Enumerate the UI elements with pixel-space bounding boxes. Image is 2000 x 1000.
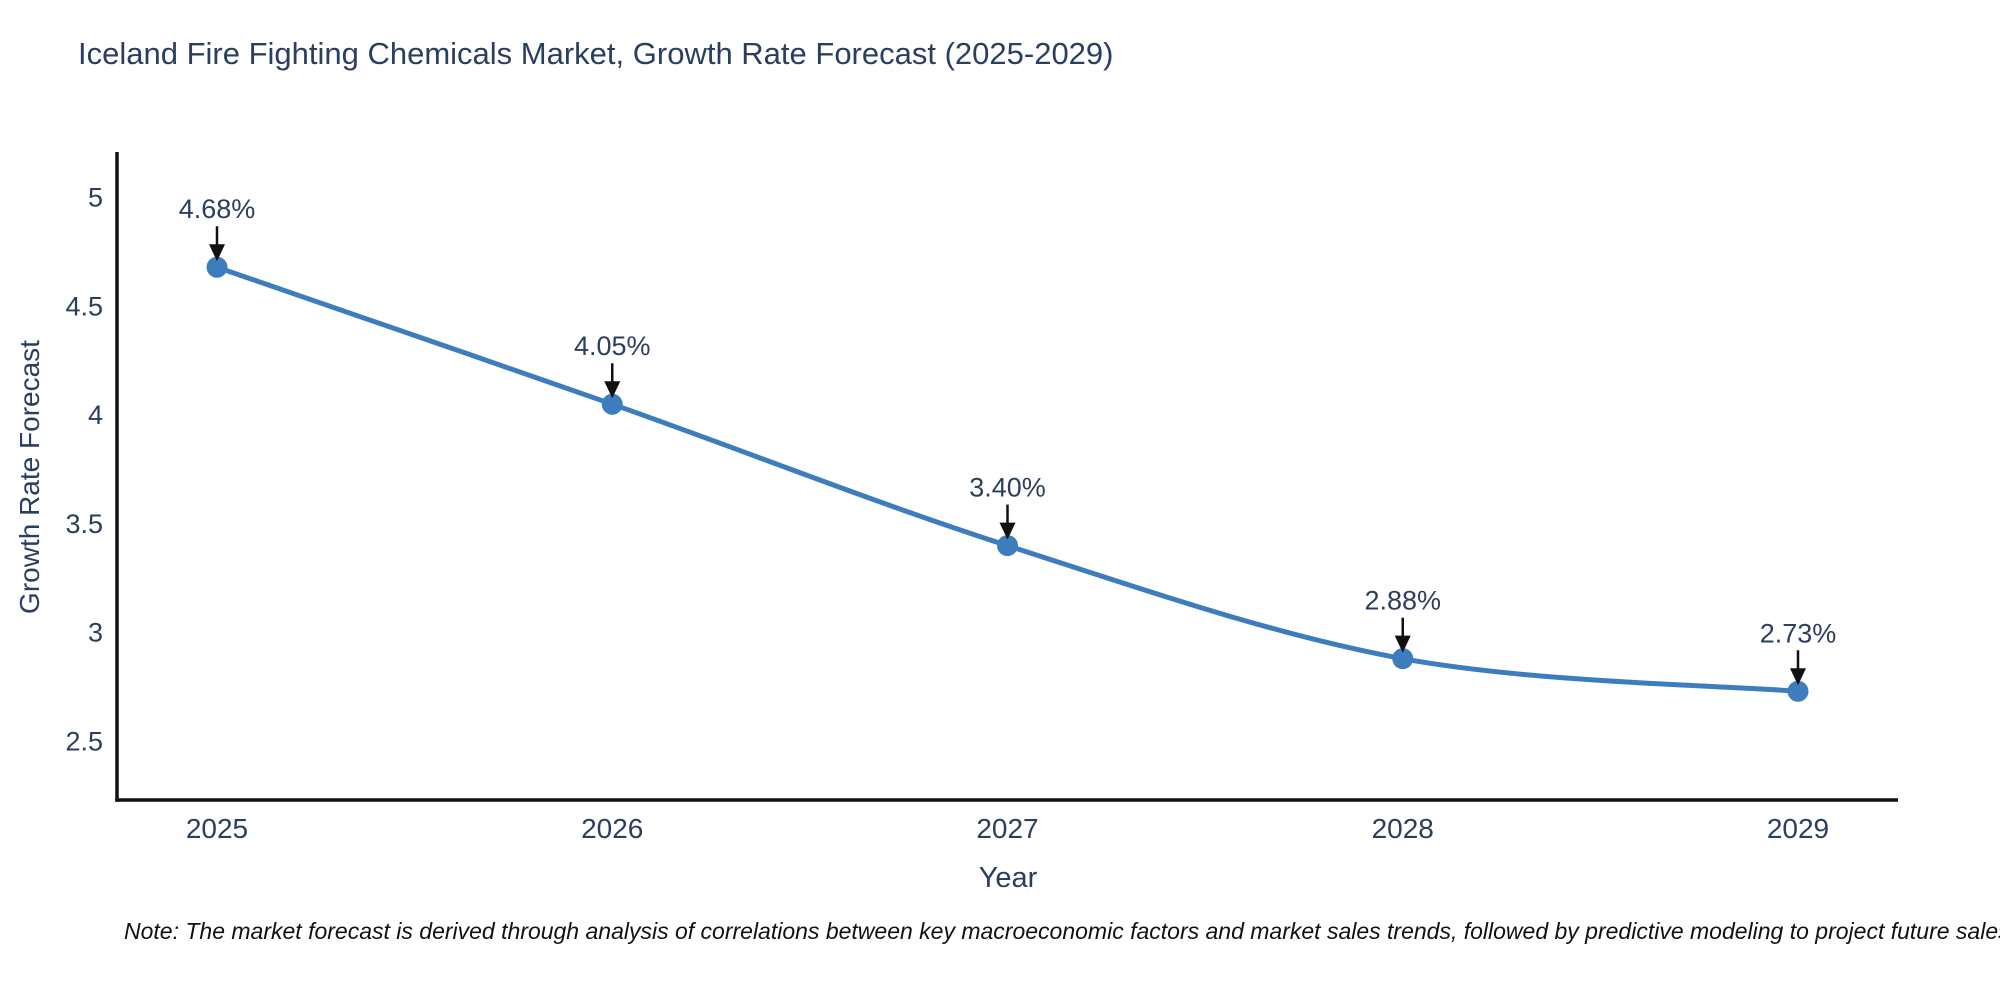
annotation-label: 4.68% [179,194,256,224]
x-tick-label: 2029 [1767,813,1829,844]
y-tick-label: 3.5 [65,509,103,539]
y-tick-label: 4 [88,400,103,430]
x-axis-title: Year [978,862,1038,894]
y-tick-label: 2.5 [65,726,103,756]
data-point-marker[interactable] [601,393,623,415]
y-tick-label: 3 [88,618,103,648]
annotation-arrowhead-icon [999,522,1016,540]
x-tick-label: 2028 [1372,813,1434,844]
annotation-arrowhead-icon [1394,635,1411,653]
x-tick-label: 2027 [976,813,1038,844]
axis-tick-labels: 5 4.5 4 3.5 3 2.5 2025 2026 2027 2028 2029 [65,183,1829,844]
data-point-marker[interactable] [1392,648,1414,670]
point-annotations: 4.68% 4.05% 3.40% 2.88% 2.73% [179,194,1837,686]
x-tick-label: 2026 [581,813,643,844]
chart-title: Iceland Fire Fighting Chemicals Market, … [78,36,1114,71]
data-point-marker[interactable] [206,256,228,278]
annotation-label: 4.05% [574,331,651,361]
annotation-label: 3.40% [969,473,1046,503]
y-tick-label: 4.5 [65,291,103,321]
line-series [206,256,1809,702]
annotation-label: 2.88% [1364,586,1441,616]
axes [115,152,1898,802]
annotation-arrowhead-icon [209,244,225,262]
x-tick-label: 2025 [186,813,248,844]
annotation-label: 2.73% [1760,618,1837,648]
y-tick-label: 5 [88,183,103,213]
footnote: Note: The market forecast is derived thr… [124,918,2000,944]
annotation-arrowhead-icon [1790,668,1806,686]
annotation-arrowhead-icon [604,381,621,399]
data-point-marker[interactable] [997,535,1018,557]
data-point-marker[interactable] [1787,680,1809,702]
